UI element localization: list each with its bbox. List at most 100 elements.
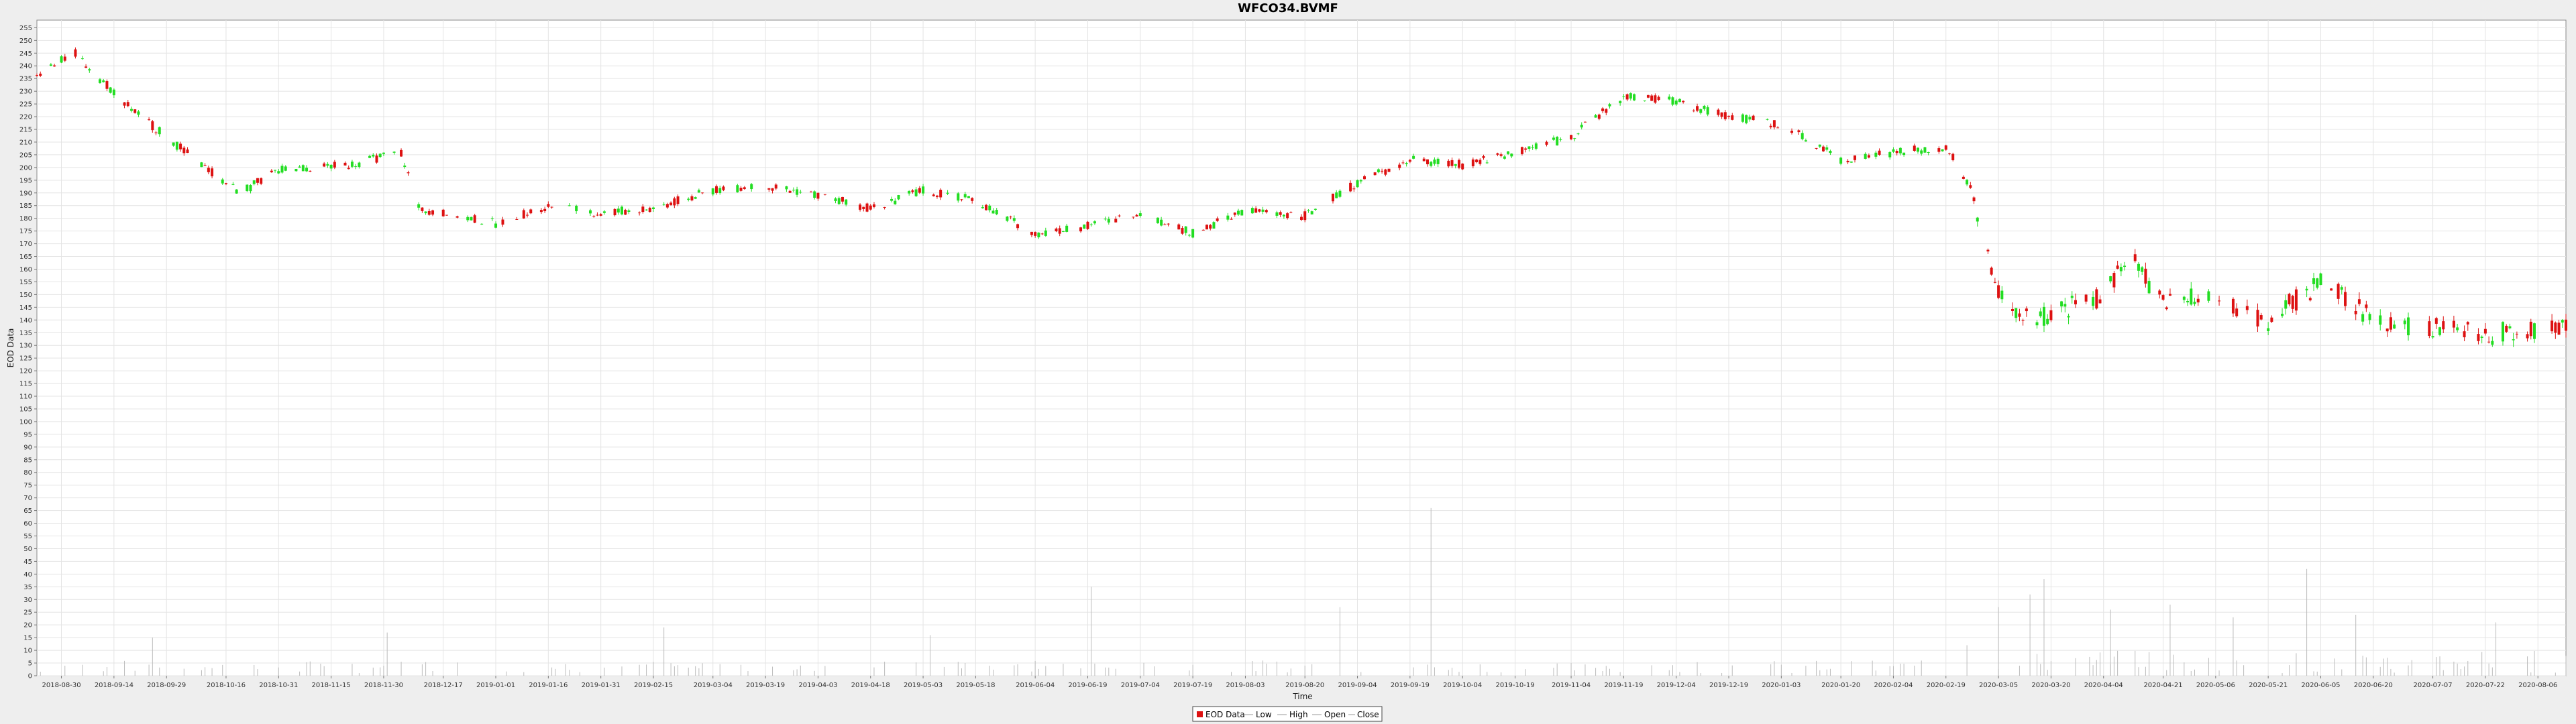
candle-body: [102, 80, 105, 82]
candle-body: [2190, 288, 2193, 305]
candle-body: [1006, 217, 1009, 221]
candle-body: [1797, 130, 1801, 133]
candle-body: [172, 142, 175, 146]
candle-body: [421, 207, 424, 211]
candle-body: [722, 186, 725, 190]
y-tick-label: 225: [19, 101, 32, 109]
candle-body: [894, 200, 897, 204]
candle-body: [1254, 208, 1258, 213]
candle-body: [1913, 145, 1916, 151]
candle-body: [2015, 308, 2018, 318]
chart-title: WFCO34.BVMF: [1238, 1, 1338, 15]
candle-body: [2483, 328, 2487, 334]
candle-body: [1804, 140, 1807, 141]
candle-body: [2361, 314, 2365, 322]
candle-body: [1209, 225, 1212, 229]
x-tick-label: 2020-03-05: [1979, 682, 2018, 689]
candle-body: [813, 191, 816, 198]
y-tick-label: 120: [19, 368, 32, 375]
y-tick-label: 195: [19, 177, 32, 184]
candle-body: [743, 187, 746, 190]
y-tick-label: 95: [23, 431, 32, 438]
candle-body: [400, 149, 403, 157]
candle-body: [1107, 219, 1110, 223]
candle-body: [1401, 162, 1405, 164]
x-tick-label: 2020-03-20: [2031, 682, 2070, 689]
candle-body: [1748, 117, 1752, 120]
candle-body: [1608, 104, 1611, 107]
candle-body: [1118, 215, 1121, 217]
candle-body: [350, 162, 354, 167]
candle-body: [665, 204, 669, 208]
candle-body: [641, 206, 645, 213]
y-tick-label: 140: [19, 317, 32, 324]
y-tick-label: 0: [28, 673, 32, 680]
x-tick-label: 2020-06-05: [2301, 682, 2340, 689]
x-tick-label: 2020-01-20: [1821, 682, 1860, 689]
x-tick-label: 2020-04-04: [2084, 682, 2123, 689]
candle-body: [2039, 311, 2042, 316]
candle-body: [1384, 169, 1387, 175]
x-tick-label: 2018-09-14: [95, 682, 133, 689]
candle-body: [2354, 310, 2357, 314]
x-tick-label: 2019-05-18: [956, 682, 995, 689]
candle-body: [274, 170, 277, 171]
candle-body: [918, 188, 921, 193]
candle-body: [2112, 273, 2116, 288]
candle-body: [1482, 156, 1485, 158]
candle-body: [841, 196, 844, 202]
candle-body: [2123, 265, 2127, 267]
candle-body: [2403, 320, 2406, 324]
candle-body: [1990, 267, 1993, 275]
candle-body: [1849, 161, 1853, 163]
candle-body: [123, 102, 126, 106]
candle-body: [550, 206, 553, 208]
candle-body: [1093, 221, 1096, 224]
candle-body: [869, 205, 872, 210]
candle-body: [613, 208, 616, 216]
y-tick-label: 175: [19, 228, 32, 235]
candle-body: [480, 223, 484, 225]
candle-body: [599, 214, 602, 216]
candle-body: [1086, 221, 1089, 229]
x-tick-label: 2019-09-19: [1391, 682, 1430, 689]
candle-body: [1545, 141, 1548, 145]
candle-body: [1450, 160, 1454, 166]
candle-body: [2319, 273, 2322, 286]
candle-body: [2259, 315, 2263, 320]
legend-frame: [1192, 706, 1383, 722]
candle-body: [1352, 188, 1356, 190]
x-tick-label: 2019-08-03: [1226, 682, 1265, 689]
candle-body: [1300, 217, 1303, 220]
candle-body: [49, 64, 52, 66]
candle-body: [1012, 218, 1016, 221]
candle-body: [182, 147, 186, 154]
candle-body: [1633, 94, 1636, 101]
candle-body: [2340, 287, 2343, 290]
candle-body: [1237, 210, 1240, 215]
candle-body: [2035, 322, 2039, 326]
candle-body: [378, 154, 382, 158]
candle-body: [872, 204, 875, 207]
candle-body: [624, 209, 627, 215]
candle-body: [1499, 154, 1503, 156]
candle-body: [1156, 217, 1159, 223]
candle-body: [911, 190, 914, 192]
candle-body: [1776, 127, 1780, 129]
candle-body: [2337, 284, 2340, 299]
candle-body: [1972, 197, 1976, 202]
candle-body: [1377, 169, 1380, 172]
candle-body: [1114, 219, 1118, 223]
candle-body: [2182, 296, 2186, 300]
candle-body: [431, 210, 435, 215]
candle-body: [175, 141, 178, 150]
y-tick-label: 170: [19, 241, 32, 248]
candle-body: [529, 209, 533, 214]
y-tick-label: 100: [19, 418, 32, 426]
candle-body: [246, 184, 249, 192]
candle-body: [1654, 95, 1657, 103]
candle-body: [2385, 328, 2389, 332]
candle-body: [2116, 265, 2119, 269]
candle-body: [1625, 94, 1629, 100]
candle-body: [1646, 95, 1650, 98]
